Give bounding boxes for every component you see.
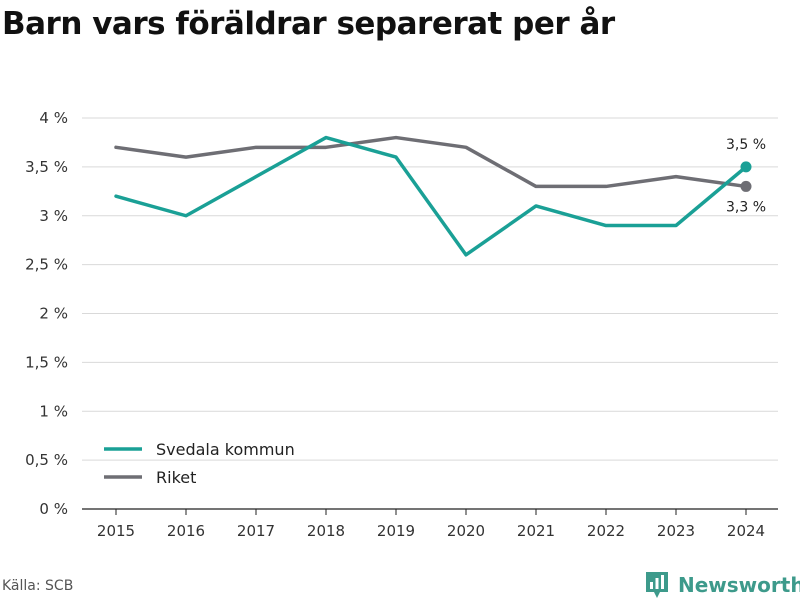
brand-name: Newsworthy <box>678 573 800 597</box>
y-tick-label: 1 % <box>39 402 68 420</box>
x-tick-label: 2016 <box>167 522 205 540</box>
y-tick-label: 2 % <box>39 305 68 323</box>
x-tick-label: 2024 <box>727 522 765 540</box>
end-value-label: 3,3 % <box>726 199 766 215</box>
grid-lines <box>82 117 778 510</box>
y-tick-label: 0 % <box>39 500 68 518</box>
x-tick-label: 2023 <box>657 522 695 540</box>
legend-label: Riket <box>156 468 196 487</box>
end-value-label: 3,5 % <box>726 137 766 153</box>
y-tick-label: 1,5 % <box>25 353 68 371</box>
y-axis: 0 % 0,5 % 1 % 1,5 % 2 % 2,5 % 3 % 3,5 % 4 % <box>25 109 68 518</box>
end-point-marker <box>740 180 752 192</box>
x-tick-label: 2021 <box>517 522 555 540</box>
y-tick-label: 2,5 % <box>25 256 68 274</box>
x-tick-label: 2022 <box>587 522 625 540</box>
source-note: Källa: SCB <box>2 578 74 594</box>
x-tick-label: 2018 <box>307 522 345 540</box>
y-tick-label: 4 % <box>39 109 68 127</box>
end-point-marker <box>740 161 752 173</box>
legend: Svedala kommun Riket <box>104 440 295 487</box>
end-labels: 3,5 % 3,3 % <box>726 137 766 216</box>
series-line-riket <box>114 135 748 189</box>
x-tick-label: 2020 <box>447 522 485 540</box>
y-tick-label: 3 % <box>39 207 68 225</box>
y-tick-label: 3,5 % <box>25 158 68 176</box>
series-lines <box>114 135 748 257</box>
newsworthy-logo-icon <box>646 572 668 598</box>
legend-label: Svedala kommun <box>156 440 295 459</box>
x-tick-label: 2017 <box>237 522 275 540</box>
series-line-svedala <box>114 135 748 257</box>
x-tick-label: 2019 <box>377 522 415 540</box>
y-tick-label: 0,5 % <box>25 451 68 469</box>
brand-logo[interactable]: Newsworthy <box>644 570 800 600</box>
x-axis: 2015 2016 2017 2018 2019 2020 2021 2022 2023 2024 <box>97 509 765 540</box>
chart-title: Barn vars föräldrar separerat per år <box>2 6 615 42</box>
x-tick-label: 2015 <box>97 522 135 540</box>
